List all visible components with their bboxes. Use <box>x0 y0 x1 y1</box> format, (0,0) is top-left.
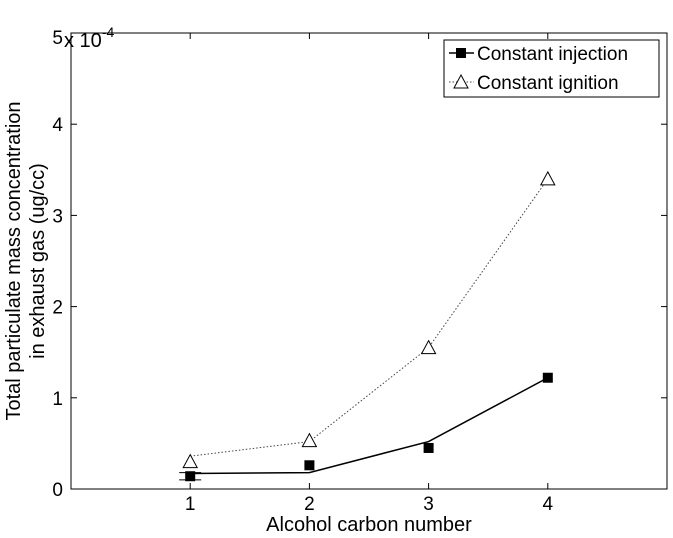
series-constant-injection <box>179 372 553 482</box>
y-axis-label-line2: in exhaust gas (ug/cc) <box>27 163 49 359</box>
series-constant-ignition <box>182 170 556 469</box>
y-axis-label: Total particulate mass concentration in … <box>3 101 49 420</box>
legend-marker-ignition <box>453 73 469 89</box>
y-tick-label: 5 <box>52 28 63 49</box>
y-multiplier: x 10-4 <box>64 24 114 52</box>
data-point <box>182 453 199 469</box>
data-point <box>304 460 315 471</box>
legend-box <box>443 39 660 98</box>
series-line <box>190 178 549 457</box>
legend-marker-injection <box>456 48 466 58</box>
data-point <box>420 339 437 355</box>
x-tick-label: 1 <box>185 494 196 515</box>
y-multiplier-exponent: -4 <box>102 24 115 40</box>
y-multiplier-base: x 10 <box>64 30 102 52</box>
data-point <box>423 442 434 453</box>
x-tick-label: 2 <box>304 494 315 515</box>
x-tick-label: 3 <box>423 494 434 515</box>
y-tick-label: 1 <box>52 389 63 410</box>
y-tick-label: 0 <box>52 480 63 501</box>
y-tick-label: 3 <box>52 206 63 227</box>
y-tick-label: 4 <box>52 115 63 136</box>
y-axis-ticks: 0 1 2 3 4 5 <box>52 28 667 501</box>
legend-label-injection: Constant injection <box>477 44 628 65</box>
data-point <box>539 170 556 186</box>
plot-area <box>70 32 668 490</box>
series-layer <box>179 170 556 482</box>
x-axis-label: Alcohol carbon number <box>266 514 472 536</box>
x-tick-label: 4 <box>543 494 554 515</box>
series-line <box>190 377 549 475</box>
data-point <box>542 372 553 383</box>
x-axis-ticks: 1 2 3 4 <box>185 33 554 515</box>
legend-label-ignition: Constant ignition <box>477 73 619 94</box>
data-point <box>301 432 318 448</box>
y-tick-label: 2 <box>52 298 63 319</box>
legend: Constant injection Constant ignition <box>443 39 660 98</box>
y-axis-label-line1: Total particulate mass concentration <box>3 101 25 420</box>
data-point <box>185 471 196 482</box>
